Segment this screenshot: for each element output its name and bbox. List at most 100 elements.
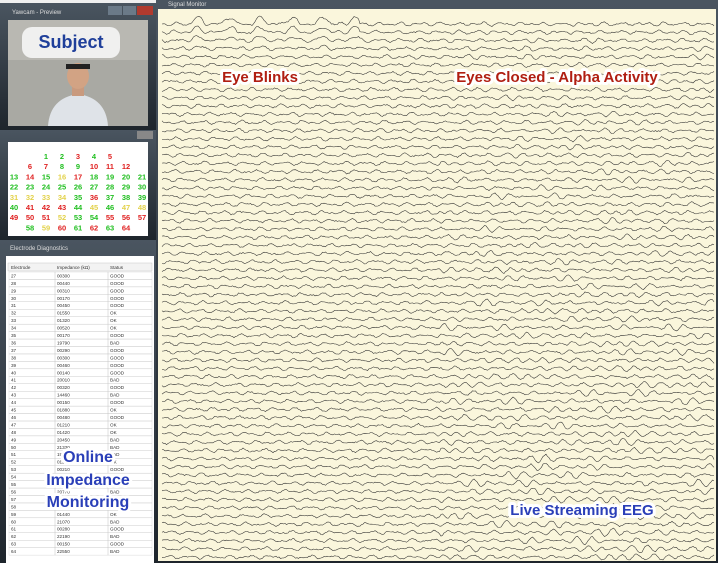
electrode-map-window: 1234567891011121314151617181920212223242… (0, 130, 156, 240)
table-cell: 31 (11, 303, 17, 308)
table-cell: 28 (11, 281, 17, 286)
electrode-number: 11 (106, 162, 114, 171)
electrode-number: 6 (28, 162, 32, 171)
table-cell: 48 (11, 430, 17, 435)
electrode-number: 24 (42, 183, 51, 192)
close-button[interactable] (137, 6, 153, 15)
table-cell: OK (110, 326, 118, 331)
table-cell: OK (110, 422, 118, 427)
table-cell: OK (110, 318, 118, 323)
table-cell: 54 (11, 475, 17, 480)
table-cell: GOOD (110, 355, 125, 360)
table-cell: 64 (11, 549, 17, 554)
table-cell: 01550 (57, 311, 70, 316)
electrode-number: 52 (58, 213, 66, 222)
annotation: Eyes Closed - Alpha Activity (456, 69, 658, 86)
table-cell: 42 (11, 385, 17, 390)
electrode-number: 43 (58, 203, 66, 212)
electrode-number: 59 (42, 223, 50, 232)
table-cell: 00300 (57, 355, 70, 360)
electrode-number: 22 (10, 183, 18, 192)
table-cell: 27 (11, 273, 17, 278)
table-cell: 37 (11, 348, 17, 353)
electrode-number: 48 (138, 203, 146, 212)
table-cell: 00170 (57, 296, 70, 301)
table-cell: 63 (11, 542, 17, 547)
table-cell: 30 (11, 296, 17, 301)
electrode-number: 46 (106, 203, 114, 212)
annotation: Impedance (46, 472, 130, 489)
electrode-number: 2 (60, 152, 64, 161)
electrode-number: 23 (26, 183, 34, 192)
table-cell: 00450 (57, 303, 70, 308)
electrode-number: 33 (42, 193, 50, 202)
electrode-number: 62 (90, 223, 98, 232)
minimize-button[interactable] (108, 6, 122, 15)
column-header: Electrode (11, 265, 31, 270)
electrode-number: 31 (10, 193, 18, 202)
table-cell: BAD (110, 534, 120, 539)
electrode-number: 58 (26, 223, 34, 232)
table-cell: 20010 (57, 378, 70, 383)
electrode-number: 16 (58, 172, 66, 181)
table-cell: GOOD (110, 400, 125, 405)
webcam-window: Yawcam - Preview (0, 3, 156, 130)
table-cell: 46 (11, 415, 17, 420)
table-cell: GOOD (110, 542, 125, 547)
annotation: Monitoring (47, 494, 130, 511)
table-cell: BAD (110, 393, 120, 398)
table-cell: GOOD (110, 333, 125, 338)
table-cell: GOOD (110, 296, 125, 301)
table-cell: 43 (11, 393, 17, 398)
table-cell: BAD (110, 378, 120, 383)
table-cell: 22550 (57, 549, 70, 554)
electrode-number: 51 (42, 213, 50, 222)
electrode-number: 39 (138, 193, 146, 202)
electrode-number: 30 (138, 183, 146, 192)
table-cell: 60 (11, 519, 17, 524)
table-cell: GOOD (110, 288, 125, 293)
table-cell: 38 (11, 355, 17, 360)
electrode-number: 44 (74, 203, 83, 212)
table-cell: 32 (11, 311, 17, 316)
table-cell: GOOD (110, 281, 125, 286)
table-cell: 00440 (57, 281, 70, 286)
electrode-number: 27 (90, 183, 98, 192)
table-cell: 34 (11, 326, 17, 331)
table-cell: GOOD (110, 363, 125, 368)
table-cell: 39 (11, 363, 17, 368)
table-cell: 57 (11, 497, 17, 502)
electrode-number: 29 (122, 183, 130, 192)
table-cell: BAD (110, 519, 120, 524)
electrode-number: 35 (74, 193, 82, 202)
table-cell: GOOD (110, 370, 125, 375)
table-cell: 00170 (57, 333, 70, 338)
close-button[interactable] (137, 131, 153, 139)
electrode-number: 56 (122, 213, 130, 222)
table-cell: GOOD (110, 527, 125, 532)
table-cell: 00310 (57, 288, 70, 293)
electrode-number: 50 (26, 213, 34, 222)
column-header: Status (110, 265, 124, 270)
electrode-number: 61 (74, 223, 82, 232)
table-cell: OK (110, 408, 118, 413)
table-cell: 00520 (57, 326, 70, 331)
electrode-number: 54 (90, 213, 99, 222)
electrode-number: 12 (122, 162, 130, 171)
annotation: Subject (38, 32, 103, 52)
electrode-number: 20 (122, 172, 130, 181)
electrode-number: 26 (74, 183, 82, 192)
table-cell: 00290 (57, 348, 70, 353)
maximize-button[interactable] (123, 6, 136, 15)
table-cell: BAD (110, 549, 120, 554)
table-cell: 00460 (57, 363, 70, 368)
table-cell: GOOD (110, 348, 125, 353)
electrode-number: 57 (138, 213, 146, 222)
table-cell: 50 (11, 445, 17, 450)
table-cell: 47 (11, 422, 17, 427)
table-cell: 00300 (57, 273, 70, 278)
electrode-number: 14 (26, 172, 35, 181)
table-cell: 00320 (57, 385, 70, 390)
table-cell: 00280 (57, 527, 70, 532)
electrode-number: 10 (90, 162, 98, 171)
